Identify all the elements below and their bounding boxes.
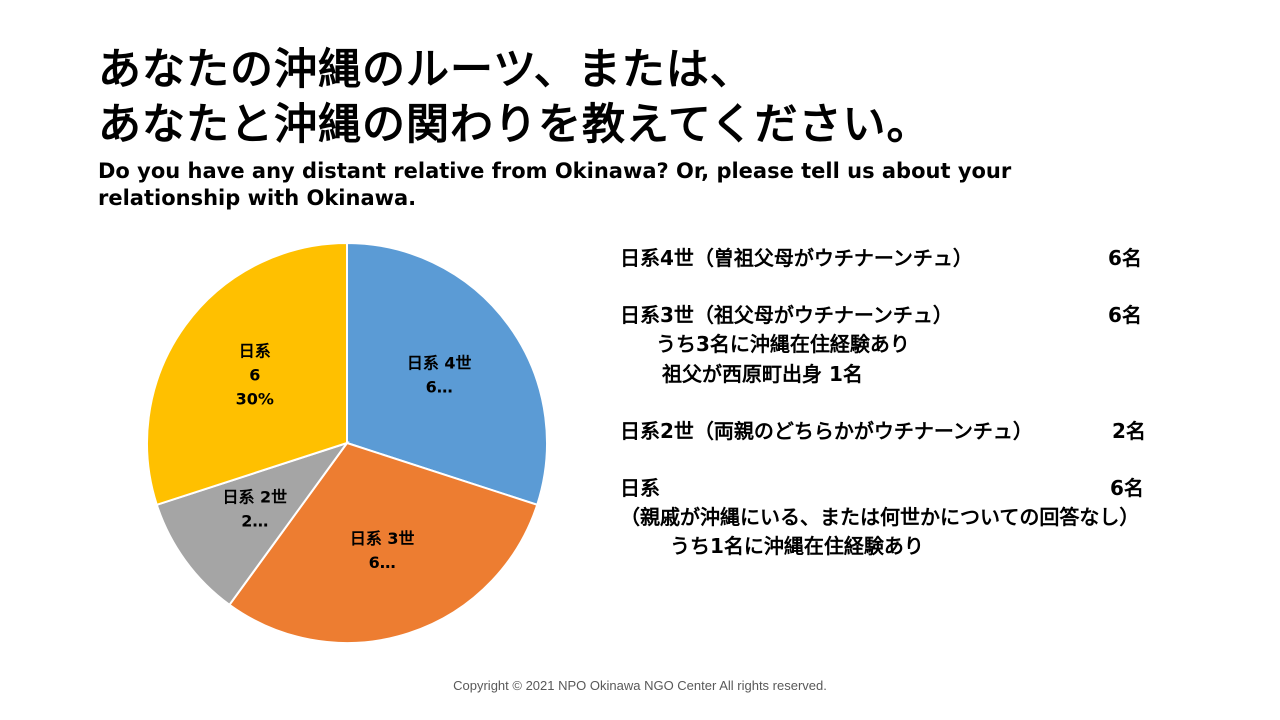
legend-other-count: 6名 [1110, 476, 1144, 500]
legend-g2-label: 日系2世（両親のどちらかがウチナーンチュ） [620, 419, 1033, 443]
slice-data-label: 6 [249, 366, 260, 385]
legend-other-note2: うち1名に沖縄在住経験あり [670, 534, 924, 558]
legend-g3-label: 日系3世（祖父母がウチナーンチュ） [620, 303, 953, 327]
slice-data-label: 日系 [239, 342, 271, 361]
slice-data-label: 6… [426, 378, 453, 397]
subtitle: Do you have any distant relative from Ok… [98, 159, 1012, 210]
legend-g4-count: 6名 [1108, 246, 1142, 270]
slice-data-label: 日系 4世 [407, 354, 472, 373]
legend-g4-label: 日系4世（曽祖父母がウチナーンチュ） [620, 246, 973, 270]
pie-slice [346, 241, 548, 507]
legend-g3-note1: うち3名に沖縄在住経験あり [656, 332, 910, 356]
legend-g3-note2: 祖父が西原町出身 1名 [662, 362, 863, 386]
pie-chart: 日系 4世 6… 日系 3世 6… 日系 2世 2… 日系 6 30% [146, 241, 548, 644]
legend-g2-count: 2名 [1112, 419, 1146, 443]
legend-other-label: 日系 [620, 476, 660, 500]
copyright-footer: Copyright © 2021 NPO Okinawa NGO Center … [453, 678, 827, 693]
slice-data-label: 2… [241, 512, 268, 531]
title-line-2: あなたと沖縄の関わりを教えてください。 [98, 100, 931, 150]
slice-data-label: 6… [369, 553, 396, 572]
legend-other-note1: （親戚が沖縄にいる、または何世かについての回答なし） [620, 505, 1140, 529]
slice-data-label: 日系 2世 [222, 488, 287, 507]
pie-slice [155, 441, 350, 607]
slice-data-label: 日系 3世 [350, 529, 415, 548]
legend-g3-count: 6名 [1108, 303, 1142, 327]
pie-slice [228, 441, 539, 644]
slice-data-label: 30% [236, 390, 274, 409]
pie-slice [146, 241, 348, 507]
title-line-1: あなたの沖縄のルーツ、または、 [98, 45, 754, 95]
